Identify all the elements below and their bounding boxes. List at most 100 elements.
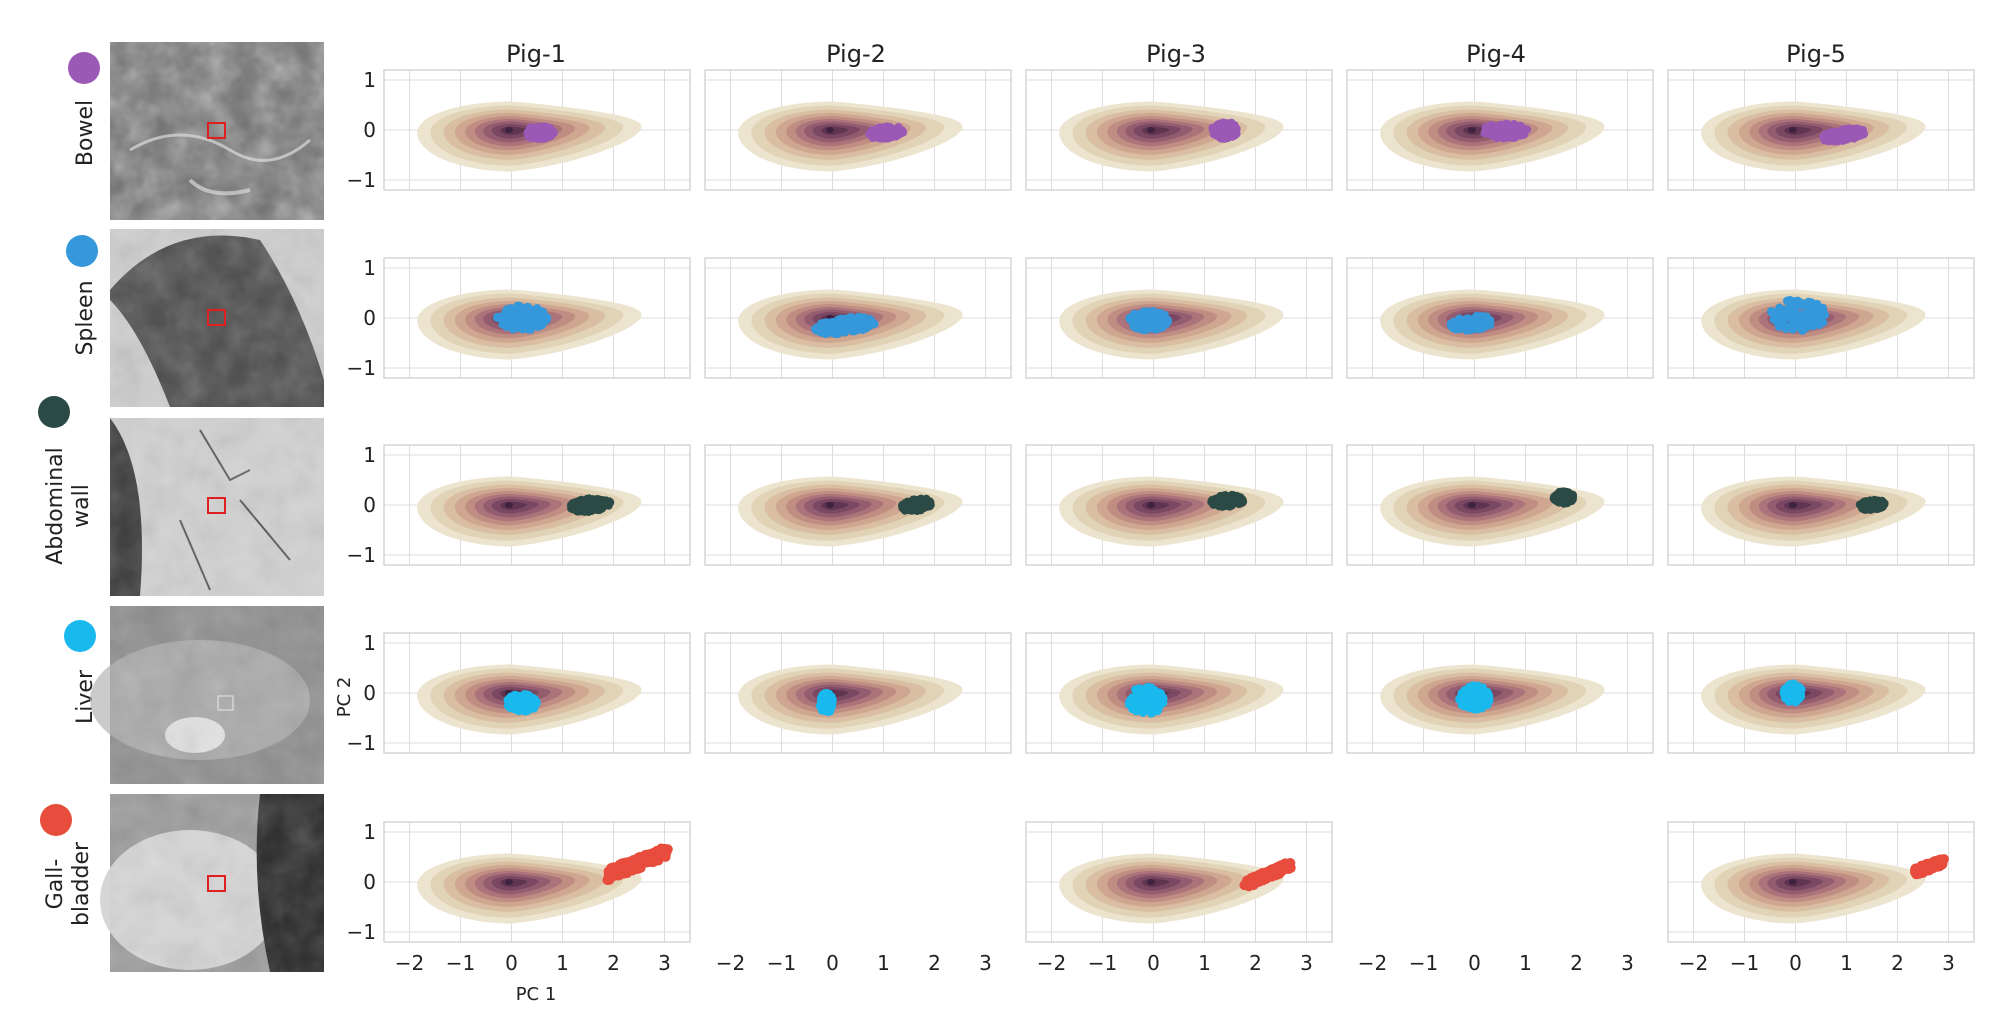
panel-bowel-pig-1-frame — [383, 69, 691, 191]
panel-gall-bladder-pig-3-xtick-label: −1 — [1088, 951, 1117, 975]
panel-abdominal-wall-pig-1-point — [578, 505, 587, 515]
panel-gall-bladder-pig-1-xtick-label: 0 — [505, 951, 518, 975]
panel-abdominal-wall-pig-1-density-peak — [504, 502, 513, 508]
panel-liver-pig-1-ytick-label: −1 — [347, 731, 376, 755]
panel-bowel-pig-5-point — [1857, 125, 1867, 135]
panel-liver-pig-2-density — [738, 664, 963, 735]
panel-abdominal-wall-pig-3-density — [1059, 476, 1284, 547]
panel-bowel-pig-4-point — [1515, 124, 1525, 133]
panel-spleen-pig-3-point — [1145, 317, 1154, 327]
panel-bowel-pig-1-ytick-label: −1 — [347, 168, 376, 192]
abdominal-wall-sample-image — [110, 418, 324, 596]
panel-spleen-pig-1-point — [501, 307, 511, 316]
panel-spleen-pig-5-point — [1788, 325, 1797, 334]
panel-bowel-pig-5-density — [1701, 101, 1926, 172]
panel-gall-bladder-pig-2-xtick-label: 1 — [877, 951, 890, 975]
panel-bowel-pig-4-point — [1501, 125, 1510, 134]
panel-abdominal-wall-pig-2-point — [919, 500, 929, 509]
panel-gall-bladder-pig-5-xtick-label: −2 — [1679, 951, 1708, 975]
panel-spleen-pig-4-cluster — [1446, 311, 1495, 335]
gallbladder-roi-marker — [207, 875, 226, 892]
panel-gall-bladder-pig-2-xtick-label: 3 — [979, 951, 992, 975]
panel-abdominal-wall-pig-3 — [1025, 444, 1333, 566]
panel-liver-pig-1-point — [510, 690, 520, 700]
panel-spleen-pig-4-point — [1477, 312, 1486, 322]
panel-bowel-pig-3-density — [1059, 101, 1284, 172]
panel-liver-pig-5-density — [1701, 664, 1926, 735]
panel-abdominal-wall-pig-3-point — [1231, 495, 1241, 505]
panel-abdominal-wall-pig-3-cluster — [1207, 490, 1248, 511]
panel-abdominal-wall-pig-3-point — [1212, 494, 1221, 504]
panel-gall-bladder-pig-1-point — [660, 847, 671, 858]
panel-gall-bladder-pig-3-density — [1059, 853, 1284, 924]
panel-spleen-pig-3-frame — [1025, 257, 1333, 379]
panel-liver-pig-2-point — [826, 702, 836, 711]
panel-abdominal-wall-pig-5 — [1667, 444, 1975, 566]
panel-abdominal-wall-pig-1-ytick-label: 0 — [363, 493, 376, 517]
panel-spleen-pig-5-point — [1774, 322, 1784, 331]
panel-spleen-pig-5-point — [1807, 300, 1816, 310]
panel-gall-bladder-pig-3-point — [1241, 876, 1252, 887]
panel-liver-pig-2-point — [828, 695, 837, 704]
panel-spleen-pig-5-cluster — [1767, 296, 1830, 335]
panel-spleen-pig-4-frame — [1346, 257, 1654, 379]
panel-liver-pig-4-point — [1480, 696, 1490, 705]
panel-gall-bladder-pig-1-ytick-label: −1 — [347, 920, 376, 944]
panel-abdominal-wall-pig-2 — [704, 444, 1012, 566]
bowel-roi-marker — [207, 122, 226, 139]
panel-bowel-pig-4-point — [1508, 124, 1517, 134]
panel-gall-bladder-pig-1-xtick-label: 3 — [658, 951, 671, 975]
panel-bowel-pig-5-point — [1820, 136, 1829, 145]
panel-bowel-pig-5-point — [1833, 128, 1843, 137]
panel-bowel-pig-2-point — [890, 126, 899, 136]
gallbladder-color-marker — [40, 804, 72, 836]
x-axis-label: PC 1 — [516, 984, 557, 1005]
panel-abdominal-wall-pig-2-cluster — [898, 494, 935, 516]
panel-gall-bladder-pig-3-xtick-label: 3 — [1300, 951, 1313, 975]
panel-abdominal-wall-pig-4-frame — [1346, 444, 1654, 566]
panel-abdominal-wall-pig-5-point — [1859, 501, 1869, 510]
panel-spleen-pig-1-point — [520, 309, 529, 319]
panel-bowel-pig-2-point — [898, 126, 907, 136]
panel-liver-pig-3-point — [1152, 693, 1161, 702]
panel-abdominal-wall-pig-2-density — [738, 476, 963, 547]
panel-spleen-pig-1-point — [498, 320, 507, 329]
panel-gall-bladder-pig-3-xtick-label: −2 — [1037, 951, 1066, 975]
panel-spleen-pig-2-point — [835, 327, 844, 336]
panel-bowel-pig-3-density-peak — [1146, 127, 1155, 133]
panel-spleen-pig-1-ytick-label: 1 — [363, 256, 376, 280]
panel-spleen-pig-1-point — [524, 321, 533, 330]
panel-liver-pig-3-point — [1129, 694, 1138, 704]
panel-spleen-pig-3-point — [1151, 322, 1161, 331]
panel-spleen-pig-1-point — [513, 323, 523, 332]
panel-gall-bladder-pig-2-xtick-label: 0 — [826, 951, 839, 975]
panel-bowel-pig-4-point — [1486, 123, 1496, 132]
panel-spleen-pig-4-point — [1474, 324, 1484, 334]
panel-gall-bladder-pig-4-xtick-label: 0 — [1468, 951, 1481, 975]
panel-bowel-pig-3-point — [1228, 130, 1238, 139]
panel-abdominal-wall-pig-5-point — [1877, 496, 1886, 506]
panel-bowel-pig-2-density-peak — [825, 127, 834, 133]
panel-gall-bladder-pig-2-xtick-label: 2 — [928, 951, 941, 975]
panel-liver-pig-3-point — [1147, 709, 1156, 718]
panel-liver-pig-1-ytick-label: 0 — [363, 681, 376, 705]
panel-liver-pig-4 — [1346, 632, 1654, 754]
panel-spleen-pig-5-point — [1803, 311, 1812, 320]
panel-gall-bladder-pig-1-frame — [383, 821, 691, 943]
panel-gall-bladder-pig-2-xtick-label: −2 — [716, 951, 745, 975]
panel-spleen-pig-5-point — [1820, 310, 1830, 320]
panel-gall-bladder-pig-3-density-peak — [1146, 879, 1155, 885]
panel-abdominal-wall-pig-4 — [1346, 444, 1654, 566]
panel-spleen-pig-3 — [1025, 257, 1333, 379]
abdominal-wall-roi-marker — [207, 497, 226, 514]
panel-gall-bladder-pig-1-density — [417, 853, 642, 924]
panel-bowel-pig-5-frame — [1667, 69, 1975, 191]
panel-abdominal-wall-pig-4-cluster — [1549, 487, 1578, 508]
panel-bowel-pig-1-cluster — [523, 122, 558, 143]
panel-bowel-pig-2-density — [738, 101, 963, 172]
panel-gall-bladder-pig-1-density-peak — [504, 879, 513, 885]
panel-spleen-pig-2-point — [823, 318, 832, 327]
panel-liver-pig-5 — [1667, 632, 1975, 754]
panel-gall-bladder-pig-4-xtick-label: 1 — [1519, 951, 1532, 975]
panel-liver-pig-3-cluster — [1124, 682, 1168, 718]
